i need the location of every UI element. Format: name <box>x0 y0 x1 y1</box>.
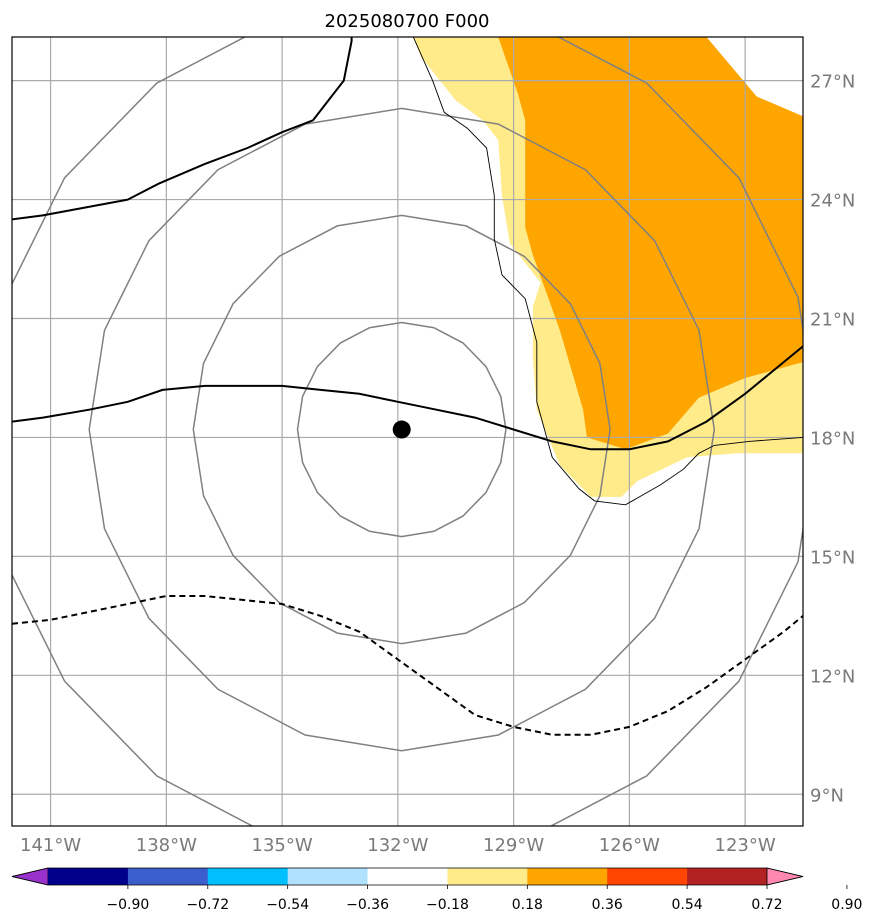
colorbar-segment-2 <box>127 868 209 885</box>
colorbar-label-7: 0.54 <box>672 897 703 913</box>
x-tick-label-4: 129°W <box>483 835 544 856</box>
range-ring-0 <box>296 321 507 538</box>
colorbar-segment-7 <box>527 868 608 885</box>
filled-region-1 <box>498 37 803 450</box>
contour-lines <box>12 37 803 736</box>
range-ring-3 <box>12 37 803 826</box>
y-tick-label-0: 9°N <box>810 785 844 806</box>
colorbar-label-4: −0.18 <box>426 897 469 913</box>
range-ring-1 <box>192 214 611 645</box>
y-tick-label-4: 21°N <box>810 310 855 331</box>
colorbar-segment-4 <box>287 868 369 885</box>
solid-contour-1 <box>12 345 803 451</box>
y-tick-label-5: 24°N <box>810 191 855 212</box>
x-tick-label-6: 123°W <box>715 835 776 856</box>
chart-title: 2025080700 F000 <box>325 11 490 32</box>
plot-frame <box>11 36 804 827</box>
colorbar-label-1: −0.72 <box>186 897 229 913</box>
colorbar-segment-5 <box>367 868 448 885</box>
solid-contour-0 <box>12 37 353 221</box>
colorbar-label-6: 0.36 <box>592 897 623 913</box>
colorbar-outline <box>11 867 804 886</box>
colorbar-segment-3 <box>207 868 289 885</box>
colorbar-label-2: −0.54 <box>266 897 309 913</box>
colorbar-segment-1 <box>48 868 129 885</box>
y-tick-label-6: 27°N <box>810 72 855 93</box>
x-tick-labels: 141°W 138°W 135°W 132°W 129°W 126°W 123°W <box>20 835 776 856</box>
coastline <box>412 37 803 506</box>
x-tick-label-5: 126°W <box>599 835 660 856</box>
y-tick-labels: 9°N 12°N 15°N 18°N 21°N 24°N 27°N <box>810 72 855 807</box>
coastline-line <box>412 37 803 506</box>
colorbar-extend-low <box>11 867 49 886</box>
colorbar-segment-9 <box>687 868 768 885</box>
map-plot-area <box>12 37 803 826</box>
x-tick-label-0: 141°W <box>20 835 81 856</box>
colorbar-label-8: 0.72 <box>751 897 782 913</box>
colorbar-label-0: −0.90 <box>106 897 149 913</box>
colorbar-segment-6 <box>447 868 528 885</box>
center-point-marker <box>392 420 411 439</box>
colorbar-segment-8 <box>607 868 688 885</box>
x-tick-label-1: 138°W <box>136 835 197 856</box>
colorbar-extend-high <box>766 867 804 886</box>
range-rings <box>12 37 803 826</box>
filled-regions <box>413 37 803 497</box>
y-tick-label-1: 12°N <box>810 666 855 687</box>
colorbar-label-3: −0.36 <box>346 897 389 913</box>
colorbar: −0.90 −0.72 −0.54 −0.36 −0.18 0.18 0.36 0.54 0.7… <box>11 867 862 913</box>
grid-lines <box>12 37 803 826</box>
x-tick-label-3: 132°W <box>367 835 428 856</box>
colorbar-label-9: 0.90 <box>831 897 862 913</box>
colorbar-label-5: 0.18 <box>512 897 543 913</box>
range-ring-2 <box>88 107 716 752</box>
x-tick-label-2: 135°W <box>252 835 313 856</box>
y-tick-label-2: 15°N <box>810 547 855 568</box>
y-tick-label-3: 18°N <box>810 428 855 449</box>
center-marker-group <box>392 420 411 439</box>
